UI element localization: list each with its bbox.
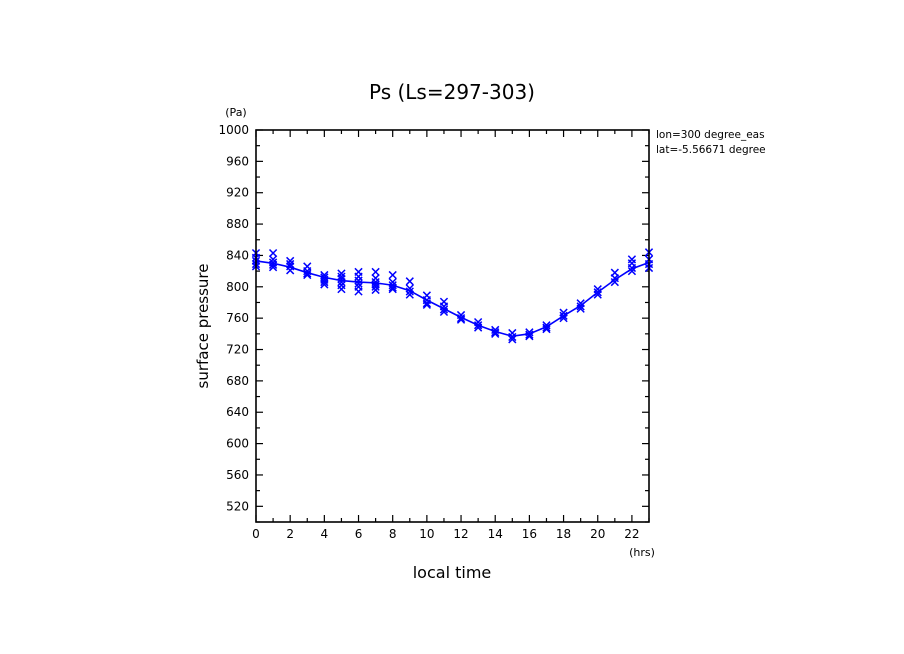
sample-marker [474, 323, 483, 332]
sample-marker [388, 283, 397, 292]
y-tick-label: 840 [226, 248, 249, 262]
sample-marker [371, 285, 380, 295]
longitude-annotation: lon=300 degree_eas [656, 129, 765, 141]
sample-marker [337, 274, 346, 284]
y-tick-label: 1000 [218, 123, 249, 137]
sample-marker [405, 277, 414, 286]
sample-marker [576, 304, 585, 313]
y-tick-label: 960 [226, 154, 249, 168]
sample-marker [268, 263, 278, 272]
x-axis-label: local time [413, 563, 492, 582]
y-tick-label: 680 [226, 374, 249, 388]
sample-marker [508, 335, 517, 344]
sample-marker [354, 272, 363, 281]
sample-marker [320, 280, 329, 289]
sample-marker [422, 300, 431, 309]
plot-frame [255, 129, 650, 523]
sample-marker [542, 323, 551, 332]
sample-marker [474, 321, 483, 330]
x-tick-label: 4 [321, 527, 329, 541]
x-tick-label: 16 [522, 527, 537, 541]
chart-title: Ps (Ls=297-303) [369, 80, 535, 104]
sample-marker [405, 290, 414, 299]
x-axis-unit: (hrs) [629, 546, 655, 559]
x-tick-label: 10 [419, 527, 434, 541]
sample-marker [508, 332, 517, 342]
sample-marker [422, 299, 431, 308]
sample-marker [371, 274, 380, 283]
sample-marker [439, 307, 449, 317]
y-tick-label: 880 [226, 217, 249, 231]
sample-marker [286, 259, 295, 269]
sample-marker [525, 330, 534, 339]
data-marks [251, 248, 654, 344]
sample-marker [456, 314, 466, 323]
sample-marker [268, 260, 278, 269]
x-tick-labels: 0 2 4 6 8 10 12 14 16 18 20 22 [252, 527, 639, 541]
sample-marker [371, 282, 380, 291]
axis-ticks [255, 129, 650, 523]
sample-marker [268, 248, 278, 258]
y-tick-label: 920 [226, 186, 249, 200]
x-tick-label: 6 [355, 527, 363, 541]
sample-marker [439, 305, 449, 314]
x-tick-label: 12 [453, 527, 468, 541]
y-tick-label: 520 [226, 499, 249, 513]
y-axis-label: surface pressure [194, 264, 212, 389]
x-tick-label: 2 [286, 527, 294, 541]
sample-marker [610, 277, 619, 287]
sample-marker [354, 287, 363, 296]
sample-marker [354, 276, 363, 285]
latitude-annotation: lat=-5.56671 degree [656, 144, 766, 156]
y-tick-label: 560 [226, 468, 249, 482]
sample-marker [303, 269, 312, 278]
sample-marker [627, 255, 637, 264]
x-tick-label: 22 [624, 527, 639, 541]
y-tick-labels: 520 560 600 640 680 720 760 800 840 880 920 960 1000 [218, 123, 249, 513]
sample-marker [525, 332, 534, 341]
sample-marker [593, 290, 602, 299]
y-tick-label: 640 [226, 405, 249, 419]
sample-marker [388, 270, 397, 280]
sample-marker [542, 325, 551, 334]
sample-marker [337, 277, 346, 287]
sample-marker [627, 263, 637, 273]
sample-marker [286, 266, 295, 275]
sample-marker [371, 267, 380, 277]
x-tick-label: 20 [590, 527, 605, 541]
y-tick-label: 800 [226, 280, 249, 294]
sample-marker [388, 285, 397, 294]
sample-marker [491, 329, 500, 338]
x-tick-label: 0 [252, 527, 260, 541]
sample-marker [491, 328, 500, 337]
sample-marker [405, 287, 414, 296]
sample-marker [303, 270, 312, 280]
sample-marker [405, 284, 414, 293]
y-tick-label: 720 [226, 343, 249, 357]
sample-marker [627, 266, 637, 276]
sample-marker [337, 285, 346, 294]
sample-marker [559, 311, 568, 320]
x-tick-label: 14 [488, 527, 503, 541]
y-axis-unit: (Pa) [225, 106, 246, 119]
sample-marker [593, 288, 602, 297]
sample-marker [354, 279, 363, 288]
y-tick-label: 760 [226, 311, 249, 325]
mean-pressure-line [255, 260, 650, 338]
x-tick-label: 8 [389, 527, 397, 541]
sample-marker [456, 315, 466, 324]
sample-marker [320, 277, 329, 287]
sample-marker [559, 314, 568, 323]
x-tick-label: 18 [556, 527, 571, 541]
y-tick-label: 600 [226, 437, 249, 451]
sample-marker [576, 302, 585, 311]
